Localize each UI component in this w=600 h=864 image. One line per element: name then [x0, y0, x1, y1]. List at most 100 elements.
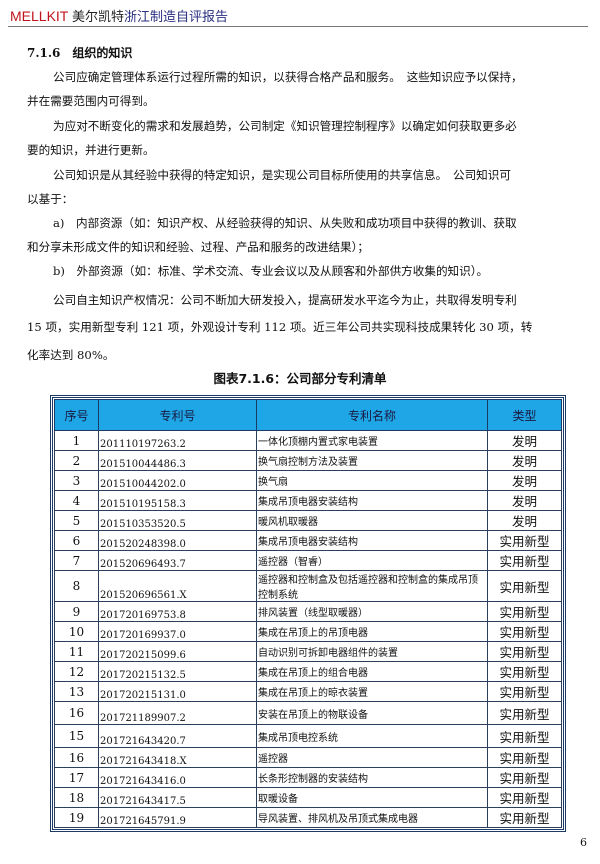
- seq-cell: 13: [54, 681, 99, 702]
- patent-no-cell: 201721643416.0: [98, 767, 257, 788]
- patent-name-cell: 集成在吊顶上的吊顶电器: [256, 621, 488, 642]
- seq-cell: 17: [54, 767, 99, 788]
- type-cell: 实用新型: [487, 701, 562, 725]
- type-cell: 实用新型: [487, 681, 562, 702]
- seq-cell: 8: [54, 570, 99, 602]
- col-header-patent-name: 专利名称: [256, 399, 488, 431]
- table-caption: 图表7.1.6：公司部分专利清单: [213, 371, 387, 386]
- patent-no-cell: 201520696493.7: [98, 550, 257, 571]
- paragraph-line: 公司自主知识产权情况：公司不断加大研发投入，提高研发水平迄今为止，共取得发明专利: [53, 293, 517, 307]
- type-cell: 发明: [487, 450, 562, 471]
- table-row: 17 201721643416.0 长条形控制器的安装结构 实用新型: [54, 767, 562, 788]
- seq-cell: 12: [54, 661, 99, 682]
- table-row: 16 201721189907.2 安装在吊顶上的物联设备 实用新型: [54, 701, 562, 725]
- type-cell: 实用新型: [487, 767, 562, 788]
- patent-no-cell: 201721643420.7: [98, 724, 257, 748]
- seq-cell: 10: [54, 621, 99, 642]
- patent-name-cell: 换气扇控制方法及装置: [256, 450, 488, 471]
- seq-cell: 3: [54, 470, 99, 491]
- page-header: MELLKIT 美尔凯特浙江制造自评报告: [10, 6, 228, 25]
- type-cell: 实用新型: [487, 724, 562, 748]
- patent-name-cell: 集成吊顶电器安装结构: [256, 530, 488, 551]
- table-row: 10 201720169937.0 集成在吊顶上的吊顶电器 实用新型: [54, 621, 562, 642]
- paragraph-line: 要的知识，并进行更新。: [27, 143, 155, 157]
- patent-no-cell: 201720169753.8: [98, 601, 257, 622]
- patent-name-cell: 遥控器: [256, 747, 488, 768]
- seq-cell: 19: [54, 807, 99, 828]
- paragraph-line: 和分享未形成文件的知识和经验、过程、产品和服务的改进结果）；: [27, 240, 370, 254]
- type-cell: 发明: [487, 430, 562, 451]
- patent-name-cell: 长条形控制器的安装结构: [256, 767, 488, 788]
- patent-name-cell: 集成吊顶电器安装结构: [256, 490, 488, 511]
- type-cell: 实用新型: [487, 641, 562, 662]
- patent-name-cell: 一体化顶棚内置式家电装置: [256, 430, 488, 451]
- type-cell: 实用新型: [487, 787, 562, 808]
- table-row: 6 201520248398.0 集成吊顶电器安装结构 实用新型: [54, 530, 562, 551]
- patent-name-cell: 取暖设备: [256, 787, 488, 808]
- seq-cell: 5: [54, 510, 99, 531]
- table-row: 4 201510195158.3 集成吊顶电器安装结构 发明: [54, 490, 562, 511]
- page-number: 6: [580, 836, 587, 849]
- table-row: 3 201510044202.0 换气扇 发明: [54, 470, 562, 491]
- company-name: 美尔凯特: [72, 10, 125, 25]
- patent-no-cell: 201720215132.5: [98, 661, 257, 682]
- table-row: 9 201720169753.8 排风装置（线型取暖器） 实用新型: [54, 601, 562, 622]
- seq-cell: 1: [54, 430, 99, 451]
- patent-no-cell: 201720215099.6: [98, 641, 257, 662]
- type-cell: 实用新型: [487, 661, 562, 682]
- table-row: 7 201520696493.7 遥控器（智睿） 实用新型: [54, 550, 562, 571]
- seq-cell: 6: [54, 530, 99, 551]
- patent-no-cell: 201510044486.3: [98, 450, 257, 471]
- type-cell: 实用新型: [487, 530, 562, 551]
- seq-cell: 2: [54, 450, 99, 471]
- paragraph-line: 公司知识是从其经验中获得的特定知识，是实现公司目标所使用的共享信息。 公司知识可: [53, 168, 511, 182]
- paragraph-line: 以基于：: [27, 192, 74, 206]
- paragraph-line: 为应对不断变化的需求和发展趋势，公司制定《知识管理控制程序》以确定如何获取更多必: [53, 119, 517, 133]
- patent-name-cell: 自动识别可拆卸电器组件的装置: [256, 641, 488, 662]
- patent-name-cell: 集成吊顶电控系统: [256, 724, 488, 748]
- seq-cell: 9: [54, 601, 99, 622]
- seq-cell: 15: [54, 724, 99, 748]
- seq-cell: 7: [54, 550, 99, 571]
- patent-no-cell: 201721643418.X: [98, 747, 257, 768]
- patent-name-cell: 遥控器和控制盒及包括遥控器和控制盒的集成吊顶控制系统: [256, 570, 488, 602]
- type-cell: 实用新型: [487, 807, 562, 828]
- table-row: 1 201110197263.2 一体化顶棚内置式家电装置 发明: [54, 430, 562, 451]
- section-heading: 7.1.6 组织的知识: [27, 46, 133, 60]
- patent-no-cell: 201510195158.3: [98, 490, 257, 511]
- patent-name-cell: 集成在吊顶上的组合电器: [256, 661, 488, 682]
- type-cell: 发明: [487, 510, 562, 531]
- seq-cell: 18: [54, 787, 99, 808]
- table-row: 12 201720215132.5 集成在吊顶上的组合电器 实用新型: [54, 661, 562, 682]
- table-row: 2 201510044486.3 换气扇控制方法及装置 发明: [54, 450, 562, 471]
- patent-no-cell: 201510353520.5: [98, 510, 257, 531]
- report-title: 浙江制造自评报告: [124, 10, 229, 25]
- patent-no-cell: 201721645791.9: [98, 807, 257, 828]
- patent-no-cell: 201720215131.0: [98, 681, 257, 702]
- type-cell: 实用新型: [487, 570, 562, 602]
- type-cell: 实用新型: [487, 621, 562, 642]
- col-header-type: 类型: [487, 399, 562, 431]
- type-cell: 发明: [487, 470, 562, 491]
- patent-no-cell: 201520696561.X: [98, 570, 257, 602]
- patent-name-cell: 遥控器（智睿）: [256, 550, 488, 571]
- patent-name-cell: 换气扇: [256, 470, 488, 491]
- patent-no-cell: 201510044202.0: [98, 470, 257, 491]
- paragraph-line: 化率达到 80%。: [27, 348, 115, 362]
- paragraph-line: b) 外部资源（如：标准、学术交流、专业会议以及从顾客和外部供方收集的知识）。: [53, 264, 489, 278]
- patent-no-cell: 201720169937.0: [98, 621, 257, 642]
- table-row: 8 201520696561.X 遥控器和控制盒及包括遥控器和控制盒的集成吊顶控制系…: [54, 570, 562, 602]
- paragraph-line: 并在需要范围内可得到。: [27, 94, 155, 108]
- table-row: 19 201721645791.9 导风装置、排风机及吊顶式集成电器 实用新型: [54, 807, 562, 828]
- paragraph-line: 公司应确定管理体系运行过程所需的知识，以获得合格产品和服务。 这些知识应予以保持…: [53, 70, 523, 84]
- seq-cell: 4: [54, 490, 99, 511]
- table-row: 15 201721643420.7 集成吊顶电控系统 实用新型: [54, 724, 562, 748]
- paragraph-line: a) 内部资源（如：知识产权、从经验获得的知识、从失败和成功项目中获得的教训、获…: [53, 216, 517, 230]
- brand-logo: MELLKIT: [10, 8, 69, 24]
- header-divider: [8, 26, 588, 27]
- patent-name-cell: 导风装置、排风机及吊顶式集成电器: [256, 807, 488, 828]
- patent-name-cell: 安装在吊顶上的物联设备: [256, 701, 488, 725]
- type-cell: 实用新型: [487, 747, 562, 768]
- seq-cell: 11: [54, 641, 99, 662]
